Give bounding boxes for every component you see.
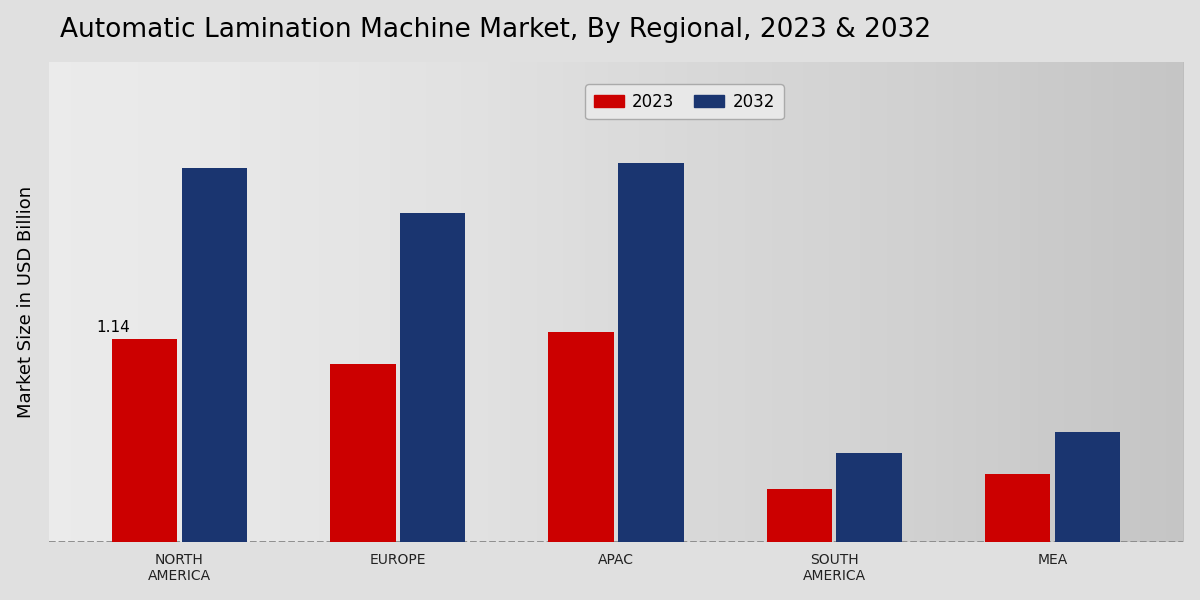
Bar [767, 488, 832, 542]
Bar [1055, 432, 1120, 542]
Text: 1.14: 1.14 [96, 320, 131, 335]
Y-axis label: Market Size in USD Billion: Market Size in USD Billion [17, 186, 35, 418]
Text: Automatic Lamination Machine Market, By Regional, 2023 & 2032: Automatic Lamination Machine Market, By … [60, 17, 931, 43]
Bar [400, 213, 466, 542]
Bar [548, 332, 613, 542]
Bar [618, 163, 684, 542]
Bar [181, 169, 247, 542]
Bar [112, 339, 178, 542]
Bar [985, 475, 1050, 542]
Bar [836, 453, 902, 542]
Legend: 2023, 2032: 2023, 2032 [586, 85, 784, 119]
Bar [330, 364, 396, 542]
